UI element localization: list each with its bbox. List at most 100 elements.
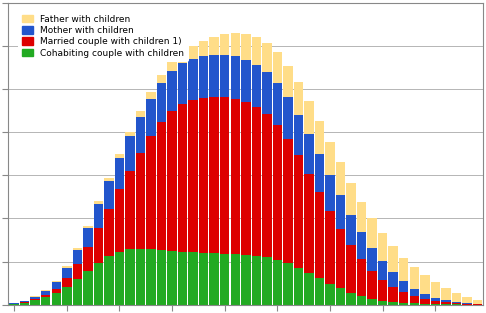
Bar bbox=[347, 245, 356, 293]
Bar bbox=[378, 301, 387, 305]
Bar bbox=[146, 92, 156, 99]
Bar bbox=[241, 34, 250, 60]
Bar bbox=[431, 282, 440, 298]
Bar bbox=[83, 247, 92, 271]
Bar bbox=[104, 209, 114, 256]
Bar bbox=[283, 139, 293, 263]
Bar bbox=[157, 122, 166, 250]
Bar bbox=[388, 287, 398, 302]
Bar bbox=[189, 46, 198, 59]
Legend: Father with children, Mother with children, Married couple with children 1), Coh: Father with children, Mother with childr… bbox=[17, 10, 189, 62]
Bar bbox=[146, 99, 156, 136]
Bar bbox=[294, 268, 303, 305]
Bar bbox=[199, 56, 208, 98]
Bar bbox=[72, 250, 82, 264]
Bar bbox=[72, 264, 82, 279]
Bar bbox=[262, 115, 272, 257]
Bar bbox=[209, 37, 219, 55]
Bar bbox=[410, 296, 419, 304]
Bar bbox=[41, 297, 51, 305]
Bar bbox=[52, 294, 61, 305]
Bar bbox=[94, 204, 103, 228]
Bar bbox=[462, 297, 471, 303]
Bar bbox=[62, 278, 71, 287]
Bar bbox=[399, 292, 408, 303]
Bar bbox=[189, 100, 198, 253]
Bar bbox=[441, 302, 451, 304]
Bar bbox=[104, 177, 114, 181]
Bar bbox=[441, 300, 451, 302]
Bar bbox=[420, 304, 430, 305]
Bar bbox=[104, 181, 114, 209]
Bar bbox=[378, 233, 387, 261]
Bar bbox=[115, 154, 124, 158]
Bar bbox=[115, 158, 124, 189]
Bar bbox=[431, 304, 440, 305]
Bar bbox=[252, 256, 261, 305]
Bar bbox=[41, 291, 51, 295]
Bar bbox=[451, 303, 461, 305]
Bar bbox=[262, 257, 272, 305]
Bar bbox=[294, 82, 303, 115]
Bar bbox=[304, 101, 313, 134]
Bar bbox=[209, 55, 219, 97]
Bar bbox=[325, 175, 335, 211]
Bar bbox=[241, 102, 250, 255]
Bar bbox=[283, 263, 293, 305]
Bar bbox=[347, 293, 356, 305]
Bar bbox=[41, 290, 51, 291]
Bar bbox=[220, 97, 229, 254]
Bar bbox=[367, 271, 377, 299]
Bar bbox=[157, 83, 166, 122]
Bar bbox=[220, 55, 229, 97]
Bar bbox=[283, 97, 293, 139]
Bar bbox=[420, 294, 430, 299]
Bar bbox=[220, 254, 229, 305]
Bar bbox=[31, 299, 40, 300]
Bar bbox=[230, 56, 240, 99]
Bar bbox=[146, 136, 156, 249]
Bar bbox=[294, 115, 303, 156]
Bar bbox=[410, 304, 419, 305]
Bar bbox=[378, 261, 387, 280]
Bar bbox=[209, 253, 219, 305]
Bar bbox=[273, 125, 282, 260]
Bar bbox=[315, 192, 324, 278]
Bar bbox=[304, 273, 313, 305]
Bar bbox=[20, 302, 29, 305]
Bar bbox=[399, 258, 408, 281]
Bar bbox=[315, 278, 324, 305]
Bar bbox=[104, 256, 114, 305]
Bar bbox=[410, 289, 419, 296]
Bar bbox=[294, 156, 303, 268]
Bar bbox=[431, 301, 440, 304]
Bar bbox=[94, 201, 103, 204]
Bar bbox=[157, 250, 166, 305]
Bar bbox=[336, 162, 345, 195]
Bar bbox=[146, 249, 156, 305]
Bar bbox=[451, 293, 461, 302]
Bar bbox=[441, 288, 451, 300]
Bar bbox=[336, 288, 345, 305]
Bar bbox=[31, 297, 40, 299]
Bar bbox=[9, 303, 19, 304]
Bar bbox=[167, 251, 177, 305]
Bar bbox=[167, 62, 177, 71]
Bar bbox=[199, 98, 208, 253]
Bar bbox=[9, 304, 19, 305]
Bar bbox=[94, 263, 103, 305]
Bar bbox=[388, 246, 398, 272]
Bar bbox=[31, 296, 40, 297]
Bar bbox=[367, 218, 377, 248]
Bar bbox=[178, 104, 187, 252]
Bar bbox=[252, 37, 261, 65]
Bar bbox=[241, 255, 250, 305]
Bar bbox=[325, 284, 335, 305]
Bar bbox=[420, 299, 430, 304]
Bar bbox=[378, 280, 387, 301]
Bar bbox=[230, 99, 240, 254]
Bar bbox=[304, 134, 313, 174]
Bar bbox=[178, 63, 187, 104]
Bar bbox=[136, 249, 145, 305]
Bar bbox=[273, 260, 282, 305]
